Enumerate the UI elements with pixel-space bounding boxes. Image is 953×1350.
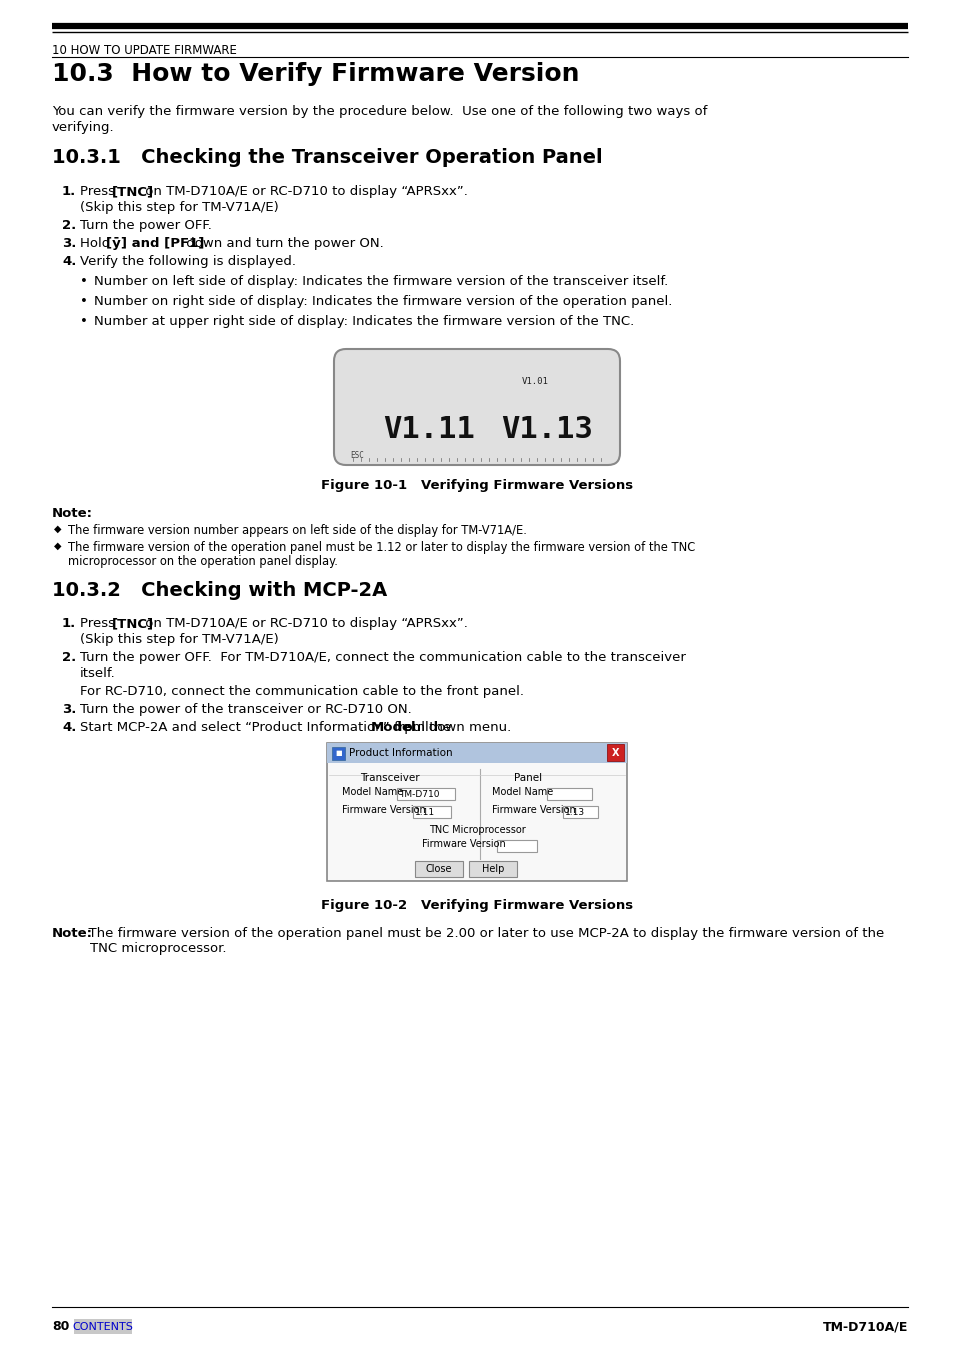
Text: Note:: Note:: [52, 927, 92, 940]
Text: pulldown menu.: pulldown menu.: [399, 721, 511, 734]
Bar: [606, 744, 623, 761]
Text: 10.3  How to Verify Firmware Version: 10.3 How to Verify Firmware Version: [52, 62, 578, 86]
Text: •: •: [80, 275, 88, 288]
Text: TM-D710: TM-D710: [398, 790, 439, 799]
Text: [ȳ] and [PF1]: [ȳ] and [PF1]: [107, 238, 205, 250]
Text: •: •: [80, 296, 88, 308]
Text: Transceiver: Transceiver: [359, 774, 419, 783]
FancyBboxPatch shape: [469, 861, 517, 878]
Text: Number at upper right side of display: Indicates the firmware version of the TNC: Number at upper right side of display: I…: [94, 315, 634, 328]
Text: itself.: itself.: [80, 667, 115, 680]
Text: Firmware Version: Firmware Version: [341, 805, 425, 815]
Text: TNC microprocessor.: TNC microprocessor.: [90, 942, 226, 954]
Text: 80: 80: [52, 1320, 70, 1332]
Text: Note:: Note:: [52, 508, 92, 520]
Text: Verify the following is displayed.: Verify the following is displayed.: [80, 255, 295, 269]
Text: The firmware version of the operation panel must be 2.00 or later to use MCP-2A : The firmware version of the operation pa…: [80, 927, 883, 940]
Text: •: •: [80, 315, 88, 328]
Text: ■: ■: [335, 751, 341, 756]
Text: Firmware Version: Firmware Version: [421, 838, 505, 849]
Text: The firmware version of the operation panel must be 1.12 or later to display the: The firmware version of the operation pa…: [68, 541, 695, 554]
Text: 4.: 4.: [62, 255, 76, 269]
FancyBboxPatch shape: [396, 788, 455, 801]
Text: (Skip this step for TM-V71A/E): (Skip this step for TM-V71A/E): [80, 201, 278, 215]
FancyBboxPatch shape: [334, 350, 619, 464]
Bar: [327, 743, 626, 763]
Text: Press: Press: [80, 185, 119, 198]
Text: You can verify the firmware version by the procedure below.  Use one of the foll: You can verify the firmware version by t…: [52, 105, 706, 117]
Text: Press: Press: [80, 617, 119, 630]
Text: 10.3.2   Checking with MCP-2A: 10.3.2 Checking with MCP-2A: [52, 580, 387, 599]
Text: Number on right side of display: Indicates the firmware version of the operation: Number on right side of display: Indicat…: [94, 296, 672, 308]
Text: CONTENTS: CONTENTS: [72, 1322, 133, 1331]
Text: Hold: Hold: [80, 238, 114, 250]
Text: Turn the power OFF.: Turn the power OFF.: [80, 219, 212, 232]
Text: The firmware version number appears on left side of the display for TM-V71A/E.: The firmware version number appears on l…: [68, 524, 526, 537]
Text: 1.: 1.: [62, 617, 76, 630]
Text: For RC-D710, connect the communication cable to the front panel.: For RC-D710, connect the communication c…: [80, 684, 523, 698]
Text: microprocessor on the operation panel display.: microprocessor on the operation panel di…: [68, 555, 337, 568]
FancyBboxPatch shape: [415, 861, 462, 878]
FancyBboxPatch shape: [413, 806, 451, 818]
Text: Firmware Version: Firmware Version: [492, 805, 576, 815]
Text: 1.13: 1.13: [564, 809, 584, 817]
Text: Close: Close: [425, 864, 452, 873]
Text: V1.11: V1.11: [383, 414, 475, 444]
Text: V1.13: V1.13: [500, 414, 593, 444]
Text: 4.: 4.: [62, 721, 76, 734]
FancyBboxPatch shape: [562, 806, 598, 818]
Text: Turn the power OFF.  For TM-D710A/E, connect the communication cable to the tran: Turn the power OFF. For TM-D710A/E, conn…: [80, 651, 685, 664]
FancyBboxPatch shape: [497, 840, 537, 852]
Bar: [328, 763, 625, 880]
Text: V1.01: V1.01: [521, 377, 548, 386]
Text: Turn the power of the transceiver or RC-D710 ON.: Turn the power of the transceiver or RC-…: [80, 703, 412, 716]
Text: on TM-D710A/E or RC-D710 to display “APRSxx”.: on TM-D710A/E or RC-D710 to display “APR…: [141, 617, 467, 630]
Text: Figure 10-1   Verifying Firmware Versions: Figure 10-1 Verifying Firmware Versions: [320, 479, 633, 491]
FancyBboxPatch shape: [546, 788, 592, 801]
Text: 3.: 3.: [62, 238, 76, 250]
Text: Figure 10-2   Verifying Firmware Versions: Figure 10-2 Verifying Firmware Versions: [320, 899, 633, 913]
Text: X: X: [611, 748, 618, 757]
Text: verifying.: verifying.: [52, 122, 114, 134]
Text: Start MCP-2A and select “Product Information” from the: Start MCP-2A and select “Product Informa…: [80, 721, 455, 734]
Text: 2.: 2.: [62, 219, 76, 232]
Text: ◆: ◆: [54, 524, 61, 535]
Text: 3.: 3.: [62, 703, 76, 716]
Text: Model Name: Model Name: [492, 787, 553, 796]
Text: down and turn the power ON.: down and turn the power ON.: [182, 238, 384, 250]
Text: Panel: Panel: [514, 774, 541, 783]
Bar: [74, 1319, 132, 1334]
Text: ESC: ESC: [350, 451, 363, 460]
Text: 1.: 1.: [62, 185, 76, 198]
Text: 2.: 2.: [62, 651, 76, 664]
Text: [TNC]: [TNC]: [112, 617, 153, 630]
Text: TNC Microprocessor: TNC Microprocessor: [428, 825, 525, 836]
Text: on TM-D710A/E or RC-D710 to display “APRSxx”.: on TM-D710A/E or RC-D710 to display “APR…: [141, 185, 467, 198]
Bar: [332, 747, 345, 760]
Bar: [327, 743, 626, 882]
Text: Help: Help: [481, 864, 503, 873]
Text: Product Information: Product Information: [349, 748, 452, 757]
Text: ◆: ◆: [54, 541, 61, 551]
Text: [TNC]: [TNC]: [112, 185, 153, 198]
Text: (Skip this step for TM-V71A/E): (Skip this step for TM-V71A/E): [80, 633, 278, 647]
Text: 1.11: 1.11: [415, 809, 435, 817]
Text: Model Name: Model Name: [341, 787, 403, 796]
Text: 10 HOW TO UPDATE FIRMWARE: 10 HOW TO UPDATE FIRMWARE: [52, 45, 236, 57]
Text: TM-D710A/E: TM-D710A/E: [821, 1320, 907, 1332]
Text: Number on left side of display: Indicates the firmware version of the transceive: Number on left side of display: Indicate…: [94, 275, 667, 288]
Text: Model: Model: [370, 721, 416, 734]
Text: 10.3.1   Checking the Transceiver Operation Panel: 10.3.1 Checking the Transceiver Operatio…: [52, 148, 602, 167]
